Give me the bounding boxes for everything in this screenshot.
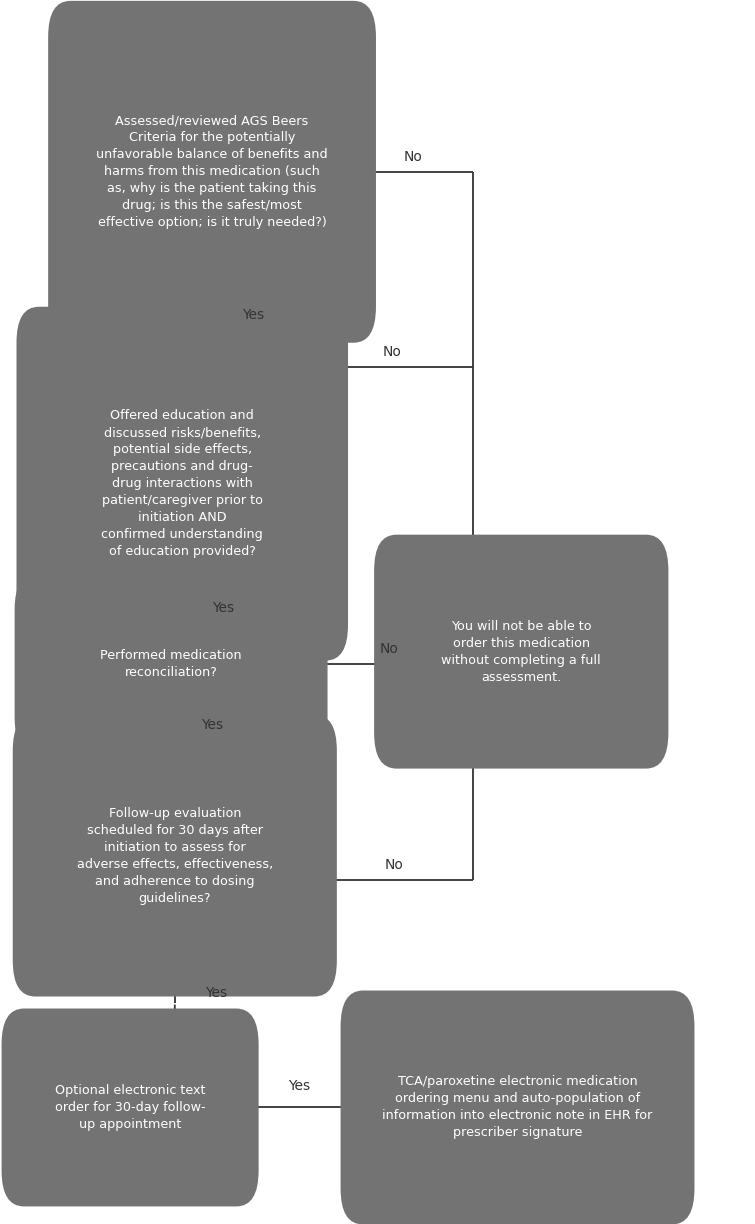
Text: Yes: Yes xyxy=(242,308,264,322)
Text: No: No xyxy=(382,345,401,360)
FancyBboxPatch shape xyxy=(2,1009,259,1207)
Text: Yes: Yes xyxy=(288,1078,310,1093)
FancyBboxPatch shape xyxy=(48,1,376,343)
Text: Optional electronic text
order for 30-day follow-
up appointment: Optional electronic text order for 30-da… xyxy=(55,1084,205,1131)
Text: Performed medication
reconciliation?: Performed medication reconciliation? xyxy=(100,649,242,678)
FancyBboxPatch shape xyxy=(374,535,668,769)
Text: No: No xyxy=(404,151,423,164)
Text: Offered education and
discussed risks/benefits,
potential side effects,
precauti: Offered education and discussed risks/be… xyxy=(101,409,263,558)
Text: Yes: Yes xyxy=(205,985,226,1000)
Text: No: No xyxy=(384,858,403,873)
Text: TCA/paroxetine electronic medication
ordering menu and auto-population of
inform: TCA/paroxetine electronic medication ord… xyxy=(382,1076,653,1140)
Text: Yes: Yes xyxy=(212,601,234,614)
FancyBboxPatch shape xyxy=(13,715,337,996)
FancyBboxPatch shape xyxy=(14,574,328,754)
Text: Assessed/reviewed AGS Beers
Criteria for the potentially
unfavorable balance of : Assessed/reviewed AGS Beers Criteria for… xyxy=(96,114,328,229)
FancyBboxPatch shape xyxy=(17,307,348,661)
Text: Yes: Yes xyxy=(201,717,223,732)
Text: Follow-up evaluation
scheduled for 30 days after
initiation to assess for
advers: Follow-up evaluation scheduled for 30 da… xyxy=(77,807,273,905)
Text: You will not be able to
order this medication
without completing a full
assessme: You will not be able to order this medic… xyxy=(442,619,601,684)
FancyBboxPatch shape xyxy=(341,990,695,1224)
Text: No: No xyxy=(380,643,399,656)
